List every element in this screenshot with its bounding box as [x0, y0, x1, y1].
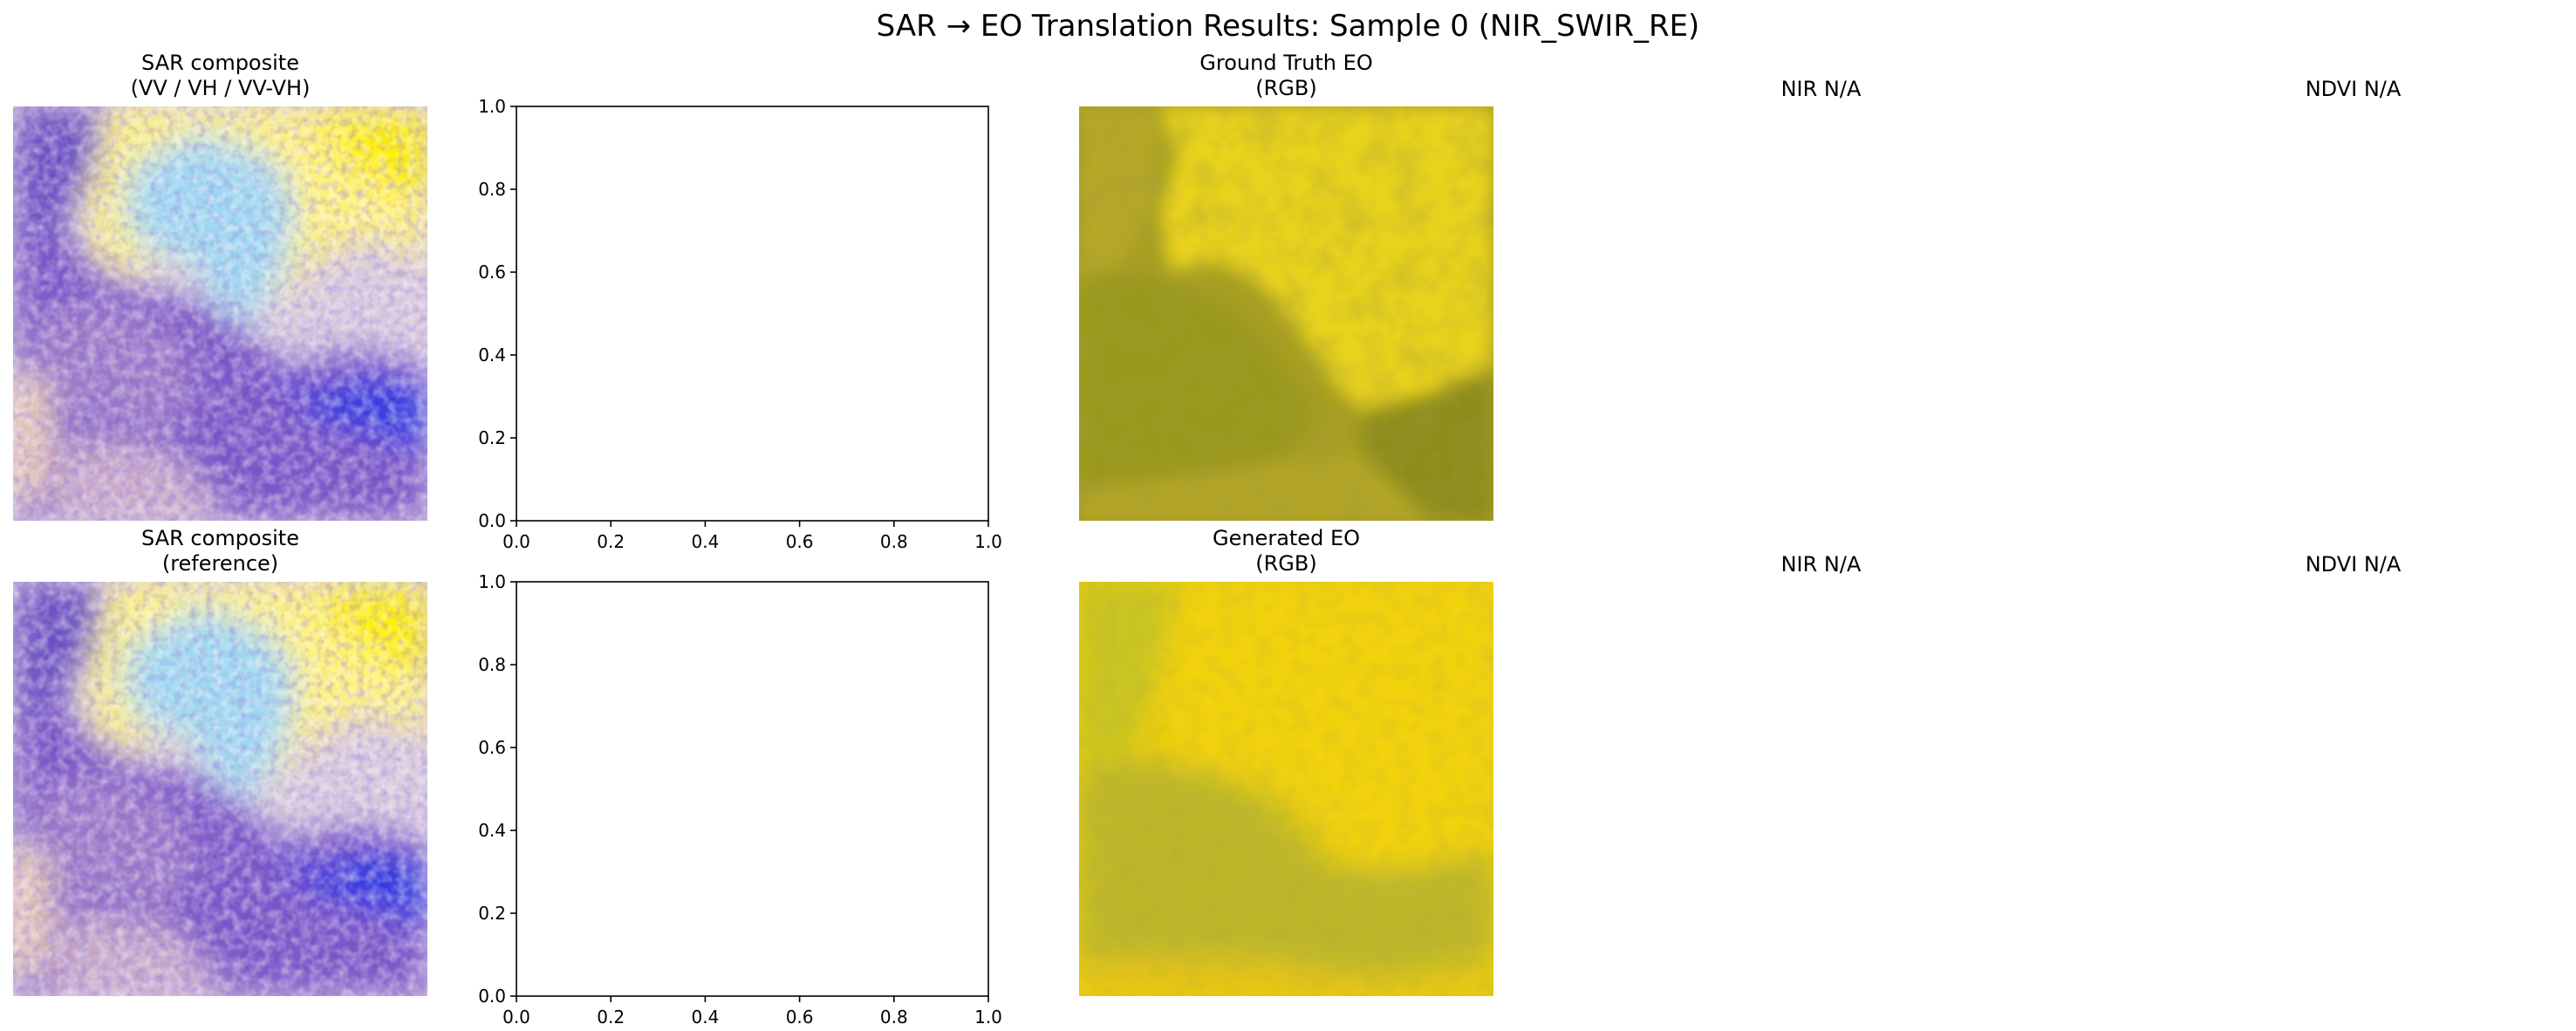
y-tick-label: 0.6: [478, 262, 506, 283]
y-tick-label: 0.2: [478, 903, 506, 924]
y-tick-label: 0.6: [478, 737, 506, 758]
x-tick-label: 0.4: [691, 1007, 719, 1028]
y-tick-label: 0.2: [478, 427, 506, 448]
x-tick-label: 0.0: [502, 531, 530, 552]
x-tick-label: 0.6: [786, 1007, 814, 1028]
y-tick-label: 1.0: [478, 96, 506, 117]
x-tick-label: 1.0: [974, 1007, 1002, 1028]
axes-frame: [516, 581, 989, 997]
ground-truth-eo-title: Ground Truth EO (RGB): [1199, 51, 1373, 100]
y-tick-label: 1.0: [478, 571, 506, 592]
x-tick-label: 0.6: [786, 531, 814, 552]
sar-composite-title-row1: SAR composite (reference): [141, 526, 299, 576]
x-tick-label: 0.2: [597, 531, 625, 552]
x-tick-label: 0.8: [880, 531, 908, 552]
nir-title-row0: NIR N/A: [1780, 77, 1862, 101]
figure-title: SAR → EO Translation Results: Sample 0 (…: [876, 9, 1700, 44]
generated-eo-title: Generated EO (RGB): [1212, 526, 1360, 576]
x-tick-label: 0.2: [597, 1007, 625, 1028]
x-tick-label: 0.4: [691, 531, 719, 552]
y-tick-label: 0.0: [478, 510, 506, 531]
x-tick-label: 0.0: [502, 1007, 530, 1028]
y-tick-label: 0.4: [478, 345, 506, 365]
y-tick-label: 0.4: [478, 820, 506, 841]
sar-composite-title-row0: SAR composite (VV / VH / VV-VH): [130, 51, 311, 100]
axes-frame: [516, 106, 989, 522]
nir-title-row1: NIR N/A: [1780, 552, 1862, 577]
ndvi-title-row0: NDVI N/A: [2305, 77, 2402, 101]
y-tick-label: 0.8: [478, 654, 506, 675]
y-tick-label: 0.0: [478, 986, 506, 1007]
ndvi-title-row1: NDVI N/A: [2305, 552, 2402, 577]
y-tick-label: 0.8: [478, 179, 506, 200]
x-tick-label: 1.0: [974, 531, 1002, 552]
x-tick-label: 0.8: [880, 1007, 908, 1028]
